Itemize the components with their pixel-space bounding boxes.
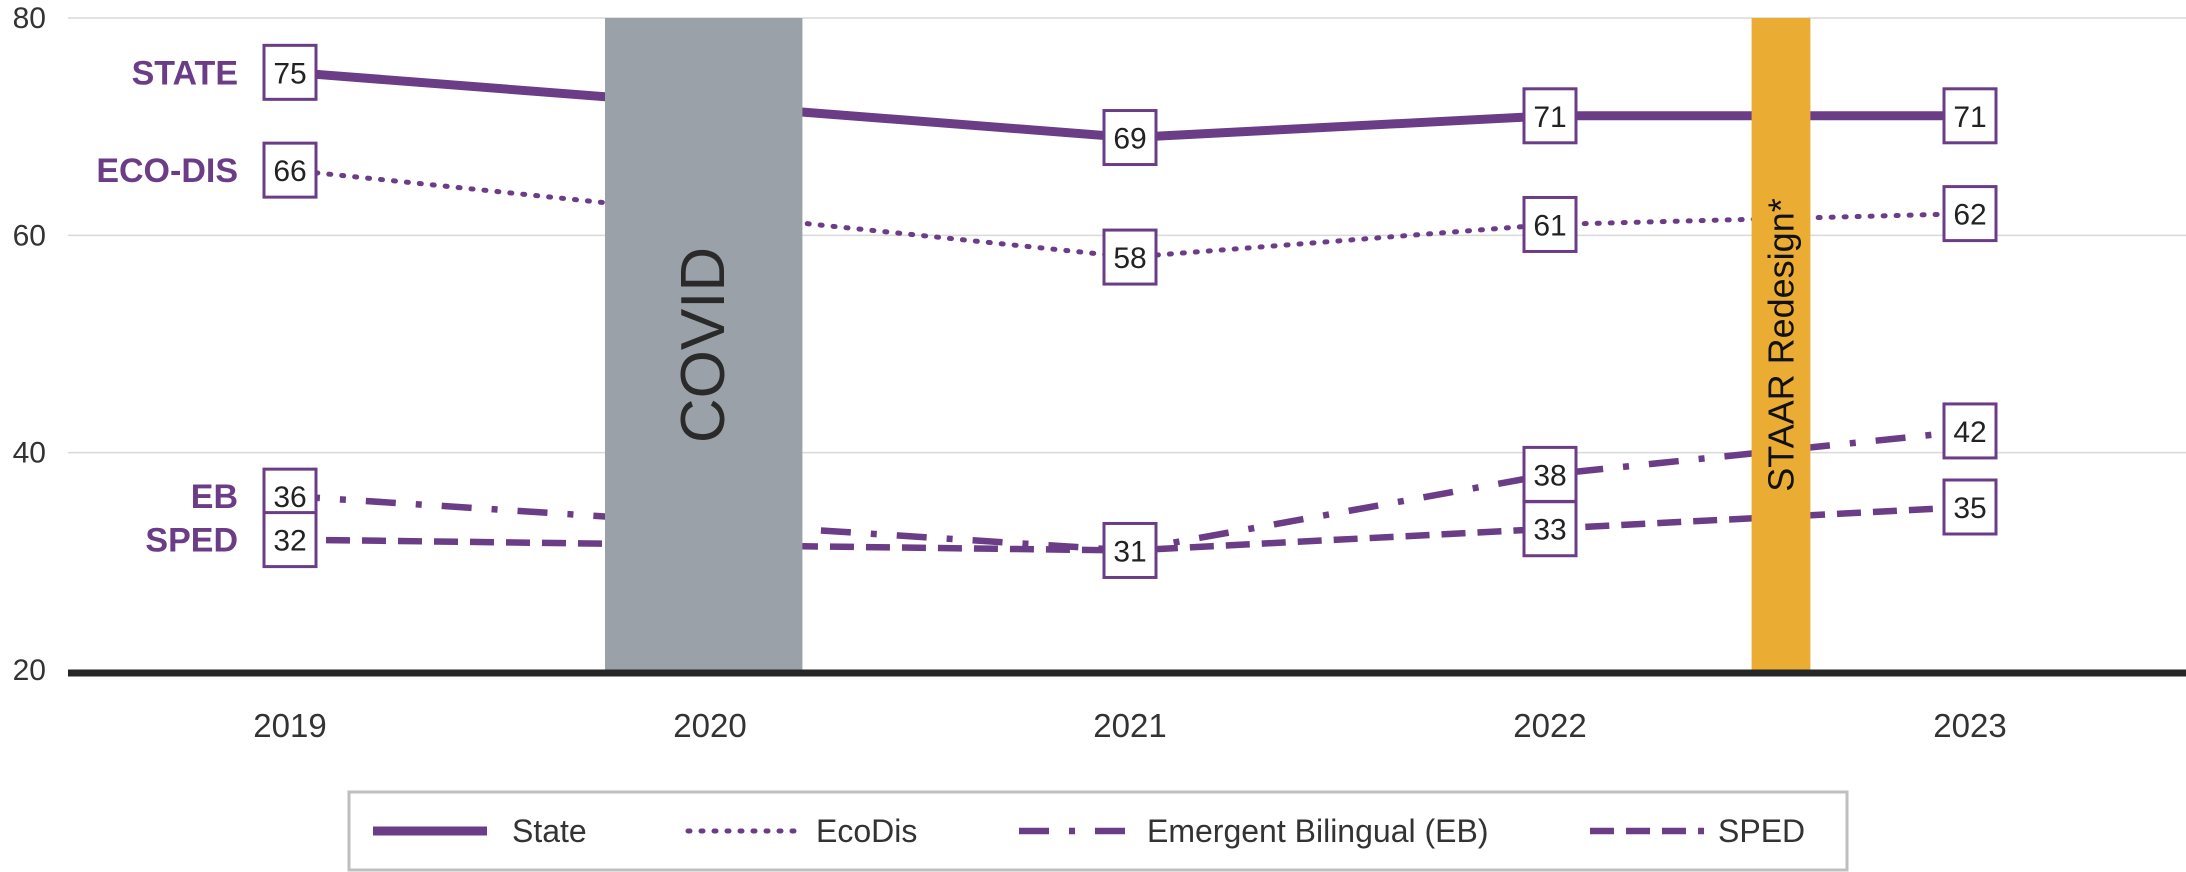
legend-label: State <box>512 813 587 849</box>
x-axis-tick-labels: 2019 2020 2021 2022 2023 <box>253 707 2006 744</box>
data-label-box <box>1102 521 1158 579</box>
staar-redesign-band-label: STAAR Redesign* <box>1761 198 1802 491</box>
legend-item-state: State <box>373 813 587 849</box>
series-line-sped <box>289 503 1971 554</box>
data-label-state-2021: 69 <box>1102 109 1158 167</box>
y-tick-label-60: 60 <box>13 219 46 252</box>
data-label-box <box>262 511 318 569</box>
data-label-value: 66 <box>273 155 306 188</box>
x-tick-label-2020: 2020 <box>673 707 746 744</box>
x-tick-label-2022: 2022 <box>1513 707 1586 744</box>
data-label-eco-dis-2023: 62 <box>1942 185 1998 243</box>
data-label-box <box>1522 87 1578 145</box>
data-label-value: 58 <box>1113 242 1146 275</box>
data-label-box <box>1102 109 1158 167</box>
data-label-value: 75 <box>273 57 306 90</box>
data-label-state-2022: 71 <box>1522 87 1578 145</box>
series-tag-eco-dis: ECO-DIS <box>96 152 238 190</box>
data-label-value: 38 <box>1533 459 1566 492</box>
series-line-eco-dis <box>287 167 1973 260</box>
legend-label: EcoDis <box>816 813 917 849</box>
staar-redesign-band <box>1751 18 1811 670</box>
x-tick-label-2019: 2019 <box>253 707 326 744</box>
data-label-value: 71 <box>1953 101 1986 134</box>
data-label-eco-dis-2019: 66 <box>262 141 318 199</box>
data-label-value: 35 <box>1953 492 1986 525</box>
data-label-value: 32 <box>273 525 306 558</box>
y-tick-label-80: 80 <box>13 2 46 35</box>
data-label-value: 42 <box>1953 416 1986 449</box>
legend-item-sped: SPED <box>1590 813 1805 849</box>
legend-item-eco-dis: EcoDis <box>685 813 917 849</box>
y-tick-label-20: 20 <box>13 654 46 687</box>
data-label-sped-2023: 35 <box>1942 478 1998 536</box>
data-label-value: 61 <box>1533 209 1566 242</box>
data-label-sped-2019: 32 <box>262 511 318 569</box>
data-label-state-2023: 71 <box>1942 87 1998 145</box>
legend-label: SPED <box>1718 813 1805 849</box>
data-label-value: 33 <box>1533 514 1566 547</box>
legend-item-eb: Emergent Bilingual (EB) <box>1019 813 1488 849</box>
y-tick-label-40: 40 <box>13 437 46 470</box>
annotation-bands: COVID STAAR Redesign* <box>605 18 1811 670</box>
data-label-value: 36 <box>273 481 306 514</box>
data-label-eb-2022: 38 <box>1522 445 1578 503</box>
series-tag-eb: EB <box>191 478 238 516</box>
data-label-box <box>262 43 318 101</box>
data-label-box <box>1102 228 1158 286</box>
covid-band-label: COVID <box>669 247 738 443</box>
data-label-eco-dis-2022: 61 <box>1522 195 1578 253</box>
data-label-state-2019: 75 <box>262 43 318 101</box>
data-label-value: 71 <box>1533 101 1566 134</box>
data-label-box <box>1942 185 1998 243</box>
data-label-box <box>262 141 318 199</box>
data-label-value: 69 <box>1113 123 1146 156</box>
data-label-box <box>1522 500 1578 558</box>
data-label-box <box>1942 402 1998 460</box>
legend-label: Emergent Bilingual (EB) <box>1147 813 1488 849</box>
legend: State EcoDis Emergent Bilingual (EB) SPED <box>347 790 1849 872</box>
data-label-eb-2021: 31 <box>1102 521 1158 579</box>
series-tag-state: STATE <box>132 54 238 92</box>
series-tags: STATE ECO-DIS EB SPED <box>96 54 238 559</box>
covid-band <box>605 18 803 670</box>
data-label-eco-dis-2021: 58 <box>1102 228 1158 286</box>
x-tick-label-2021: 2021 <box>1093 707 1166 744</box>
data-label-value: 62 <box>1953 199 1986 232</box>
data-label-sped-2022: 33 <box>1522 500 1578 558</box>
data-label-value: 31 <box>1113 535 1146 568</box>
x-tick-label-2023: 2023 <box>1933 707 2006 744</box>
series-tag-sped: SPED <box>145 522 238 560</box>
data-label-eb-2023: 42 <box>1942 402 1998 460</box>
data-label-box <box>1942 87 1998 145</box>
data-label-box <box>1942 478 1998 536</box>
data-label-box <box>1522 195 1578 253</box>
y-axis-tick-labels: 20 40 60 80 <box>13 2 46 687</box>
data-labels: 75 69 71 71 66 58 61 62 36 31 38 42 32 33 35 <box>262 43 1998 579</box>
